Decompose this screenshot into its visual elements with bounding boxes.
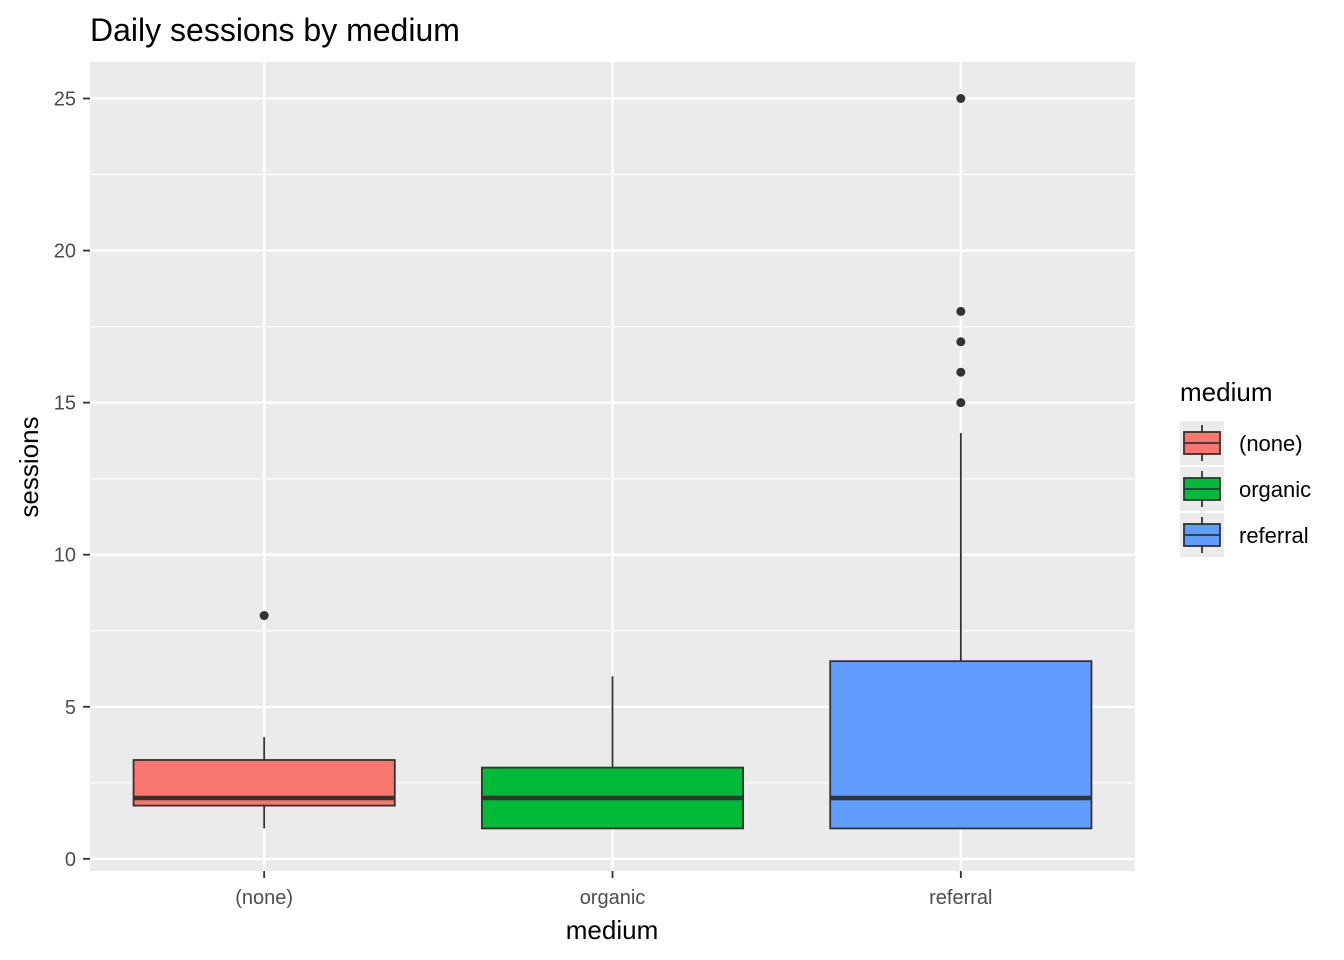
y-tick-label: 5: [65, 697, 76, 719]
legend-label: organic: [1239, 477, 1311, 502]
axis-layer: 0 5 10 15 20 25 (none) organic referral: [54, 88, 993, 909]
y-tick-label: 0: [65, 849, 76, 871]
box-group-2: [829, 93, 1093, 830]
outlier-point: [956, 337, 966, 347]
y-tick-label: 15: [54, 393, 76, 415]
legend-title: medium: [1180, 377, 1272, 407]
outlier-point: [956, 367, 966, 377]
box-group-1: [480, 676, 745, 830]
x-tick-label: organic: [580, 887, 646, 909]
y-tick-label: 10: [54, 545, 76, 567]
legend-item-1: organic: [1180, 467, 1311, 511]
outlier-point: [259, 611, 269, 621]
legend-item-0: (none): [1180, 421, 1303, 465]
x-tick-label: referral: [929, 887, 992, 909]
y-tick-label: 20: [54, 241, 76, 263]
y-axis-title: sessions: [14, 416, 44, 517]
x-axis-title: medium: [566, 915, 658, 945]
box-group-0: [132, 611, 396, 829]
box-iqr: [829, 660, 1093, 830]
legend: (none) organic referral: [1180, 421, 1311, 557]
outlier-point: [956, 398, 966, 408]
y-tick-label: 25: [54, 88, 76, 110]
legend-label: referral: [1239, 523, 1309, 548]
box-layer: [132, 93, 1093, 830]
legend-label: (none): [1239, 431, 1303, 456]
outlier-point: [956, 306, 966, 316]
legend-item-2: referral: [1180, 513, 1309, 557]
chart-title: Daily sessions by medium: [90, 12, 460, 48]
x-tick-label: (none): [235, 887, 293, 909]
outlier-point: [956, 93, 966, 103]
